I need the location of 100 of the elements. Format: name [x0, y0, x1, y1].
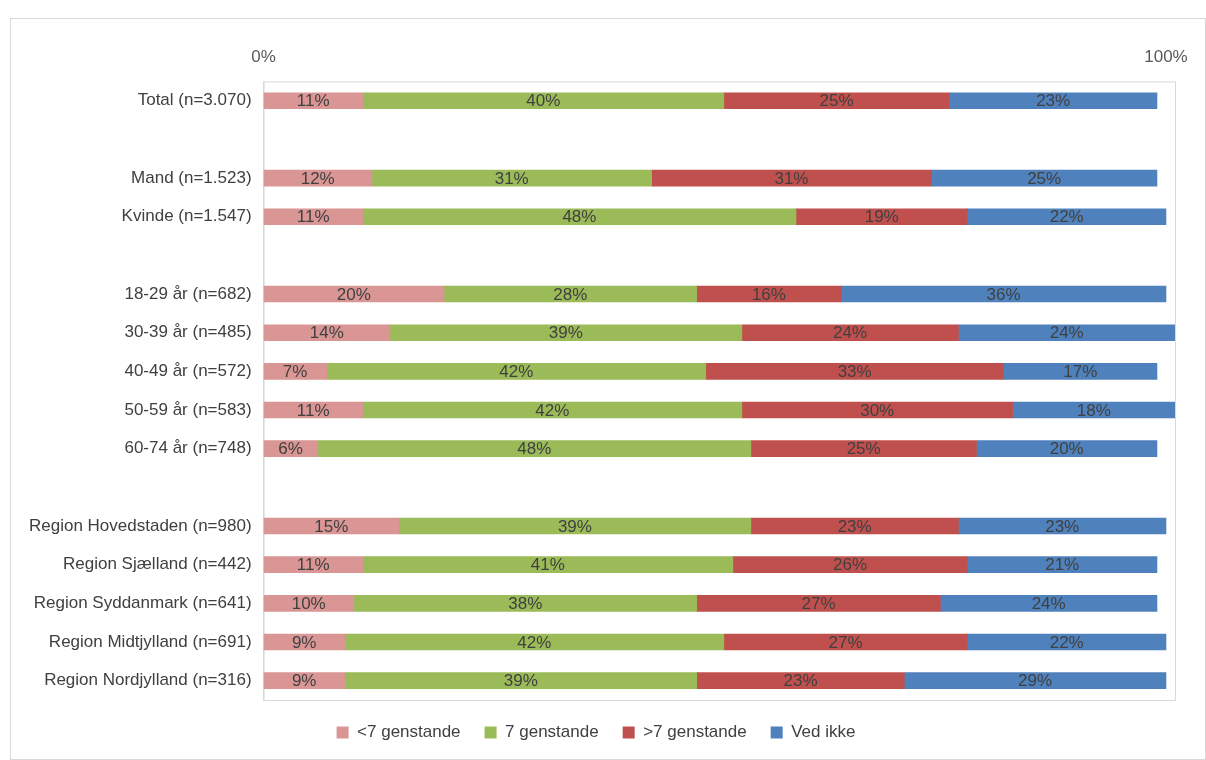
- x-tick-label: 0%: [251, 46, 276, 66]
- bar: [840, 285, 1167, 303]
- bar: [903, 672, 1167, 689]
- y-tick-label: 60-74 år (n=748): [124, 438, 252, 458]
- bar: [263, 324, 391, 342]
- y-tick-label: 50-59 år (n=583): [124, 399, 252, 419]
- data-label: 23%: [783, 671, 818, 691]
- bar: [344, 672, 698, 689]
- bar: [344, 633, 725, 651]
- data-label: 18%: [1076, 400, 1111, 420]
- data-label: 25%: [819, 91, 854, 111]
- bar: [362, 401, 743, 419]
- bar: [398, 517, 752, 535]
- bar: [696, 595, 941, 612]
- data-label: 9%: [291, 632, 317, 652]
- bar: [362, 208, 797, 226]
- legend-label: >7 genstande: [643, 722, 747, 742]
- data-label: 9%: [291, 671, 317, 691]
- data-label: 19%: [864, 207, 899, 227]
- bar: [1003, 363, 1158, 380]
- data-label: 31%: [774, 168, 809, 188]
- bar: [651, 169, 932, 187]
- data-label: 23%: [1036, 91, 1071, 111]
- data-label: 24%: [833, 323, 868, 343]
- data-label: 7%: [282, 362, 308, 382]
- bar: [705, 363, 1004, 380]
- x-tick-label: 100%: [1144, 46, 1188, 66]
- y-tick-label: Kvinde (n=1.547): [121, 206, 252, 226]
- data-label: 48%: [517, 439, 552, 459]
- bar: [741, 324, 959, 342]
- bar: [732, 556, 968, 574]
- data-label: 22%: [1049, 632, 1084, 652]
- data-label: 23%: [837, 516, 872, 536]
- bar: [263, 208, 364, 226]
- data-label: 17%: [1063, 362, 1098, 382]
- data-label: 21%: [1045, 555, 1080, 575]
- data-label: 38%: [508, 594, 543, 614]
- data-label: 16%: [751, 284, 786, 304]
- data-label: 29%: [1018, 671, 1053, 691]
- y-tick-label: Region Sjælland (n=442): [63, 554, 252, 574]
- bar: [371, 169, 652, 187]
- data-label: 20%: [336, 284, 371, 304]
- data-label: 11%: [296, 207, 330, 227]
- data-label: 42%: [535, 400, 570, 420]
- data-label: 20%: [1049, 439, 1084, 459]
- data-label: 26%: [833, 555, 868, 575]
- data-label: 25%: [1027, 168, 1062, 188]
- bar: [741, 401, 1013, 419]
- y-tick-label: Region Midtjylland (n=691): [48, 631, 252, 651]
- data-label: 23%: [1045, 516, 1080, 536]
- y-tick-label: Total (n=3.070): [137, 90, 252, 110]
- bar: [362, 92, 725, 110]
- data-label: 11%: [296, 555, 330, 575]
- data-label: 31%: [494, 168, 529, 188]
- data-label: 40%: [526, 91, 561, 111]
- y-tick-label: 18-29 år (n=682): [124, 283, 252, 303]
- bar: [958, 324, 1175, 342]
- y-tick-label: Region Nordjylland (n=316): [44, 670, 252, 690]
- data-label: 12%: [300, 168, 335, 188]
- bar: [795, 208, 968, 226]
- data-label: 28%: [553, 284, 588, 304]
- data-label: 42%: [517, 632, 552, 652]
- y-tick-label: Region Syddanmark (n=641): [33, 593, 252, 613]
- bar: [750, 440, 977, 458]
- data-label: 22%: [1049, 207, 1084, 227]
- bar: [389, 324, 743, 342]
- data-label: 14%: [309, 323, 344, 343]
- bar: [326, 363, 707, 380]
- bar: [353, 595, 698, 612]
- data-label: 33%: [837, 362, 872, 382]
- bar: [723, 92, 950, 110]
- data-label: 24%: [1031, 594, 1066, 614]
- data-label: 6%: [278, 439, 303, 459]
- bar: [362, 556, 734, 574]
- bar: [263, 556, 364, 574]
- bar: [967, 556, 1158, 574]
- data-label: 42%: [499, 362, 534, 382]
- y-tick-label: 30-39 år (n=485): [124, 322, 252, 342]
- data-label: 41%: [530, 555, 565, 575]
- bar: [976, 440, 1158, 458]
- bar: [443, 285, 698, 303]
- bar: [967, 208, 1167, 226]
- data-label: 25%: [846, 439, 881, 459]
- data-label: 11%: [296, 400, 330, 420]
- bar: [940, 595, 1158, 612]
- bar: [263, 92, 364, 110]
- data-label: 27%: [801, 594, 836, 614]
- y-tick-label: 40-49 år (n=572): [124, 361, 252, 381]
- data-label: 11%: [296, 91, 330, 111]
- bar: [317, 440, 752, 458]
- data-label: 30%: [860, 400, 895, 420]
- data-label: 48%: [562, 207, 597, 227]
- data-label: 27%: [828, 632, 863, 652]
- y-tick-label: Region Hovedstaden (n=980): [28, 515, 252, 535]
- data-label: 15%: [314, 516, 349, 536]
- data-label: 39%: [503, 671, 538, 691]
- data-label: 36%: [986, 284, 1021, 304]
- legend-label: <7 genstande: [357, 722, 461, 742]
- y-tick-label: Mand (n=1.523): [131, 167, 252, 187]
- data-label: 39%: [548, 323, 583, 343]
